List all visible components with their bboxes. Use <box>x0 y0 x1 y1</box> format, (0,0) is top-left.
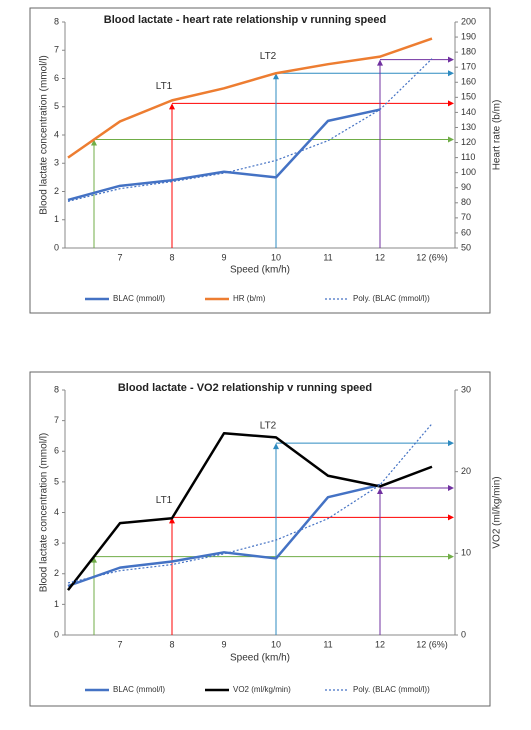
chart-title: Blood lactate - VO2 relationship v runni… <box>118 382 372 394</box>
y-tick-label: 7 <box>54 45 59 55</box>
y2-tick-label: 60 <box>461 227 471 237</box>
guide-arrow <box>448 100 454 107</box>
x-tick-label: 9 <box>221 252 226 262</box>
x-tick-label: 10 <box>271 639 281 649</box>
y-tick-label: 5 <box>54 476 59 486</box>
y-axis-title: Blood lactate concentration (mmol/l) <box>39 55 50 215</box>
guide-arrow <box>448 70 454 77</box>
guide-label: LT1 <box>156 495 173 506</box>
y2-tick-label: 30 <box>461 384 471 394</box>
guide-arrow <box>273 73 279 80</box>
y2-tick-label: 190 <box>461 31 476 41</box>
y-tick-label: 8 <box>54 384 59 394</box>
y-tick-label: 0 <box>54 629 59 639</box>
y-tick-label: 3 <box>54 158 59 168</box>
legend-label: VO2 (ml/kg/min) <box>233 685 291 694</box>
chart-frame <box>29 7 491 314</box>
series-line <box>67 432 433 591</box>
y-tick-label: 8 <box>54 16 59 26</box>
x-tick-label: 12 <box>375 639 385 649</box>
guide-label: LT2 <box>260 421 277 432</box>
guide-arrow <box>448 440 454 447</box>
x-tick-label: 8 <box>169 252 174 262</box>
series-line <box>67 483 381 588</box>
y2-tick-label: 130 <box>461 122 476 132</box>
series-line <box>67 423 433 584</box>
y-tick-label: 3 <box>54 538 59 548</box>
y2-tick-label: 160 <box>461 77 476 87</box>
series-line <box>67 58 433 202</box>
y2-axis-title: VO2 (ml/kg/min) <box>492 476 503 548</box>
legend-label: Poly. (BLAC (mmol/l)) <box>353 685 430 694</box>
y2-tick-label: 140 <box>461 107 476 117</box>
y2-tick-label: 90 <box>461 182 471 192</box>
y2-tick-label: 200 <box>461 16 476 26</box>
y-tick-label: 2 <box>54 186 59 196</box>
guide-arrow <box>448 56 454 63</box>
x-axis-title: Speed (km/h) <box>230 265 290 276</box>
y2-tick-label: 70 <box>461 212 471 222</box>
guide-arrow <box>169 103 175 110</box>
y2-tick-label: 120 <box>461 137 476 147</box>
y-tick-label: 5 <box>54 101 59 111</box>
x-tick-label: 7 <box>117 639 122 649</box>
guide-arrow <box>448 485 454 491</box>
legend-label: BLAC (mmol/l) <box>113 685 165 694</box>
guide-arrow <box>169 517 175 524</box>
y2-tick-label: 100 <box>461 167 476 177</box>
series-line <box>67 108 381 202</box>
legend-label: BLAC (mmol/l) <box>113 294 165 303</box>
chart-frame <box>29 371 491 707</box>
y2-tick-label: 10 <box>461 548 471 558</box>
y2-tick-label: 0 <box>461 629 466 639</box>
guide-label: LT1 <box>156 81 173 92</box>
x-tick-label: 8 <box>169 639 174 649</box>
y-tick-label: 1 <box>54 599 59 609</box>
x-tick-label: 12 (6%) <box>416 639 448 649</box>
guide-arrow <box>377 59 383 66</box>
y-axis-title: Blood lactate concentration (mmol/l) <box>39 433 50 593</box>
y-tick-label: 4 <box>54 129 59 139</box>
x-tick-label: 10 <box>271 252 281 262</box>
y2-tick-label: 80 <box>461 197 471 207</box>
y-tick-label: 0 <box>54 242 59 252</box>
y2-tick-label: 20 <box>461 466 471 476</box>
guide-arrow <box>91 556 97 563</box>
guide-arrow <box>377 488 383 494</box>
y-tick-label: 6 <box>54 73 59 83</box>
legend-label: Poly. (BLAC (mmol/l)) <box>353 294 430 303</box>
x-tick-label: 9 <box>221 639 226 649</box>
y-tick-label: 7 <box>54 415 59 425</box>
y2-tick-label: 50 <box>461 242 471 252</box>
y-tick-label: 1 <box>54 214 59 224</box>
legend-label: HR (b/m) <box>233 294 266 303</box>
y-tick-label: 4 <box>54 507 59 517</box>
guide-arrow <box>273 443 279 450</box>
y2-tick-label: 170 <box>461 62 476 72</box>
y2-tick-label: 110 <box>461 152 475 162</box>
x-tick-label: 12 <box>375 252 385 262</box>
guide-arrow <box>448 553 454 560</box>
x-tick-label: 12 (6%) <box>416 252 448 262</box>
guide-arrow <box>448 514 454 521</box>
guide-arrow <box>91 139 97 146</box>
chart-title: Blood lactate - heart rate relationship … <box>104 14 386 26</box>
y2-axis-title: Heart rate (b/m) <box>492 100 503 171</box>
guide-arrow <box>448 136 454 143</box>
x-tick-label: 11 <box>323 639 332 649</box>
y2-tick-label: 180 <box>461 47 476 57</box>
guide-label: LT2 <box>260 51 277 62</box>
x-axis-title: Speed (km/h) <box>230 653 290 664</box>
y-tick-label: 6 <box>54 446 59 456</box>
series-line <box>67 37 433 159</box>
x-tick-label: 7 <box>117 252 122 262</box>
x-tick-label: 11 <box>323 252 332 262</box>
y-tick-label: 2 <box>54 568 59 578</box>
y2-tick-label: 150 <box>461 92 476 102</box>
